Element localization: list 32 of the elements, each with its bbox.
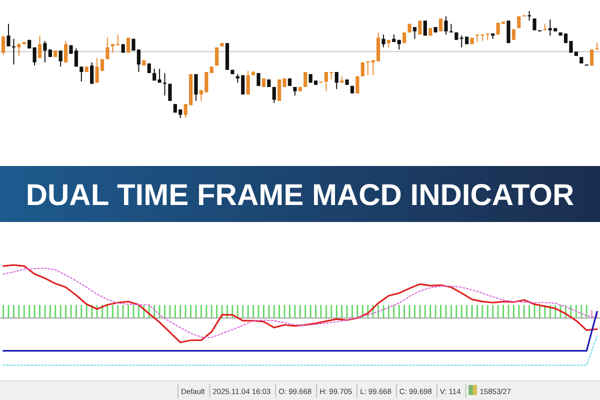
candlestick	[412, 26, 417, 40]
candlestick	[64, 40, 68, 63]
candlestick	[17, 42, 21, 56]
candlestick	[2, 35, 6, 56]
candlestick	[444, 16, 448, 36]
candlestick	[246, 70, 250, 95]
candlestick	[304, 71, 308, 88]
candlestick	[272, 86, 276, 104]
candlestick	[418, 20, 422, 36]
candlestick	[90, 62, 94, 84]
candlestick	[162, 72, 167, 96]
candlestick	[38, 35, 42, 59]
candlestick	[438, 18, 443, 32]
candlestick	[12, 38, 16, 65]
candlestick	[512, 28, 516, 40]
candlestick	[506, 20, 510, 44]
candlestick	[106, 37, 110, 60]
candlestick	[360, 62, 364, 77]
candlestick	[168, 83, 172, 102]
candlestick	[256, 72, 260, 86]
candlestick	[194, 74, 198, 102]
candlestick	[590, 49, 594, 66]
candlestick	[80, 66, 84, 82]
candlestick	[356, 76, 360, 94]
candlestick	[423, 20, 427, 36]
candlestick	[366, 60, 370, 76]
chart-title: DUAL TIME FRAME MACD INDICATOR	[26, 179, 574, 212]
candlestick	[334, 71, 338, 90]
candlestick	[382, 34, 386, 48]
candlestick	[527, 10, 532, 22]
candlestick	[6, 23, 10, 47]
candlestick	[58, 50, 62, 68]
